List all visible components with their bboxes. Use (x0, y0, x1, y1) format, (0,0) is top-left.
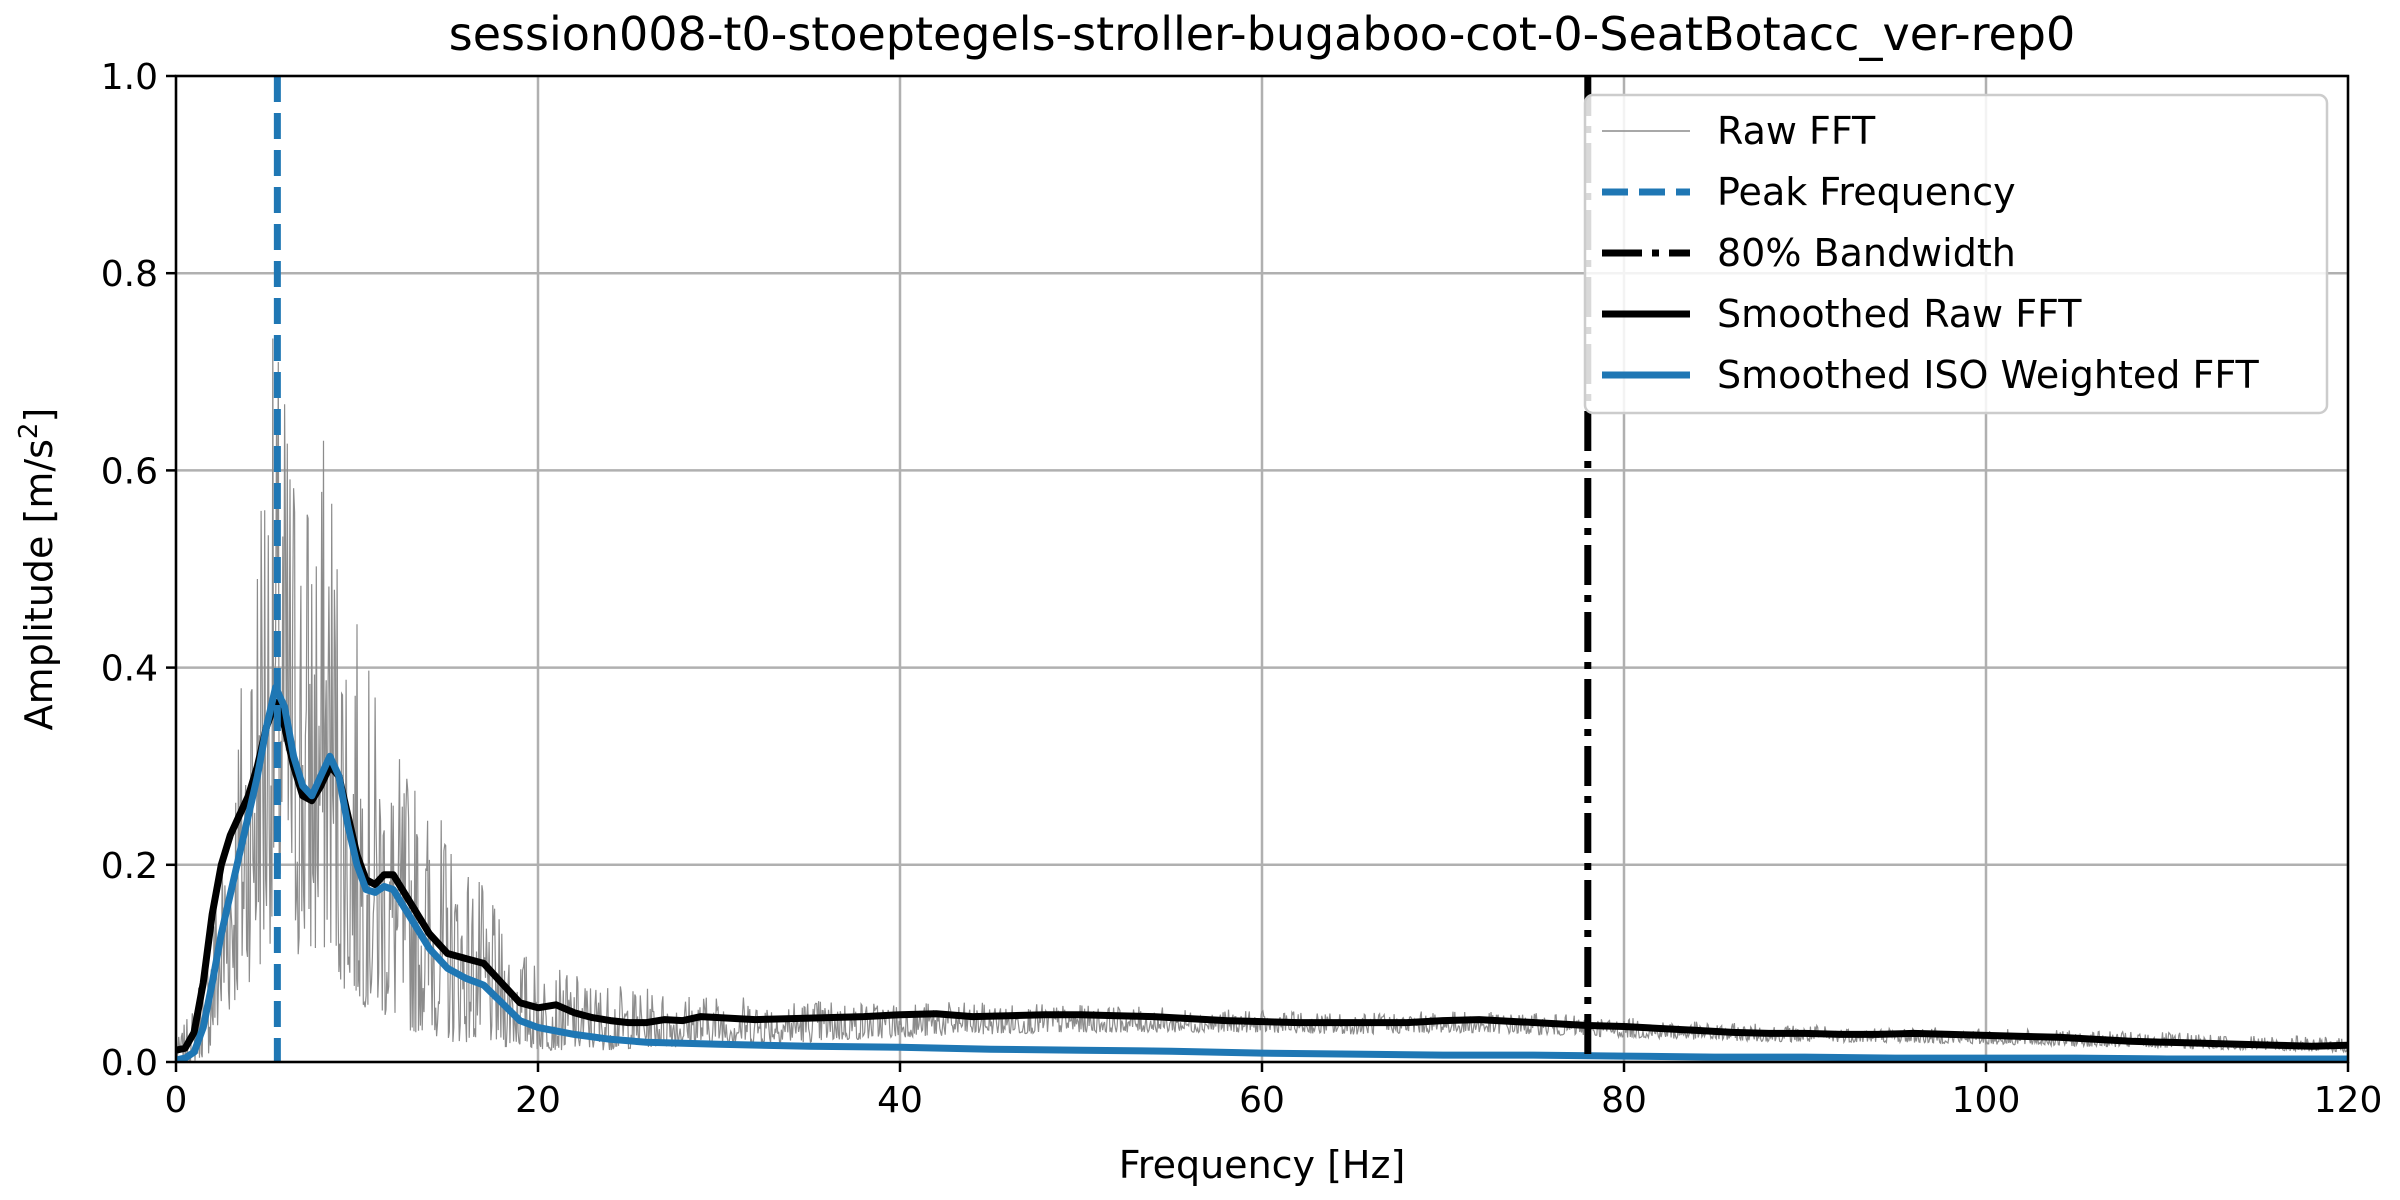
y-tick-label: 0.0 (101, 1043, 158, 1084)
legend-label-peak: Peak Frequency (1717, 170, 2016, 214)
x-tick-label: 80 (1601, 1080, 1647, 1121)
legend-label-bandwidth: 80% Bandwidth (1717, 231, 2016, 275)
y-axis-label-end: ] (17, 408, 61, 423)
y-axis-label-superscript: 2 (14, 423, 44, 440)
y-tick-label: 0.4 (101, 649, 158, 690)
x-tick-label: 40 (877, 1080, 923, 1121)
legend-label-raw: Raw FFT (1717, 109, 1876, 153)
smoothed-raw-fft-line (176, 698, 2348, 1054)
legend-label-smoothed_raw: Smoothed Raw FFT (1717, 292, 2082, 336)
y-axis-label: Amplitude [m/s2] (14, 408, 61, 731)
legend-label-smoothed_iso: Smoothed ISO Weighted FFT (1717, 353, 2260, 397)
x-tick-label: 100 (1952, 1080, 2021, 1121)
axis-ticks: 0 20 40 60 80 100 120 0.0 0.2 0.4 0.6 0.8 1.0 (101, 57, 2383, 1121)
plot-data (176, 76, 2348, 1062)
x-tick-label: 0 (165, 1080, 188, 1121)
y-tick-label: 0.2 (101, 846, 158, 887)
y-axis-label-main: Amplitude [m/s (17, 439, 61, 730)
legend-box (1583, 93, 2329, 415)
x-axis-label: Frequency [Hz] (1119, 1143, 1406, 1187)
smoothed-iso-fft-line (176, 683, 2348, 1062)
chart-title: session008-t0-stoeptegels-stroller-bugab… (449, 7, 2076, 61)
raw-fft-line (176, 338, 2348, 1062)
x-tick-label: 60 (1239, 1080, 1285, 1121)
y-tick-label: 0.8 (101, 254, 158, 295)
legend: Raw FFT Peak Frequency 80% Bandwidth Smooth… (1583, 93, 2329, 415)
y-tick-label: 1.0 (101, 57, 158, 98)
y-tick-label: 0.6 (101, 451, 158, 492)
plot-area (176, 76, 2348, 1062)
x-tick-label: 20 (515, 1080, 561, 1121)
x-tick-label: 120 (2314, 1080, 2383, 1121)
